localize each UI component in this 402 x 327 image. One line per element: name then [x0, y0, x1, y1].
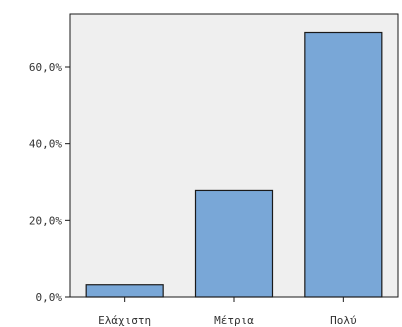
x-tick-label: Μέτρια: [214, 314, 254, 327]
y-tick-label: 0,0%: [36, 291, 63, 304]
bar: [85, 284, 164, 298]
y-tick-label: 20,0%: [29, 214, 62, 227]
x-tick-label: Ελάχιστη: [98, 314, 151, 327]
bar: [304, 31, 383, 298]
y-tick-label: 40,0%: [29, 138, 62, 151]
y-tick-label: 60,0%: [29, 61, 62, 74]
bar: [194, 189, 274, 298]
x-tick-label: Πολύ: [330, 314, 357, 327]
